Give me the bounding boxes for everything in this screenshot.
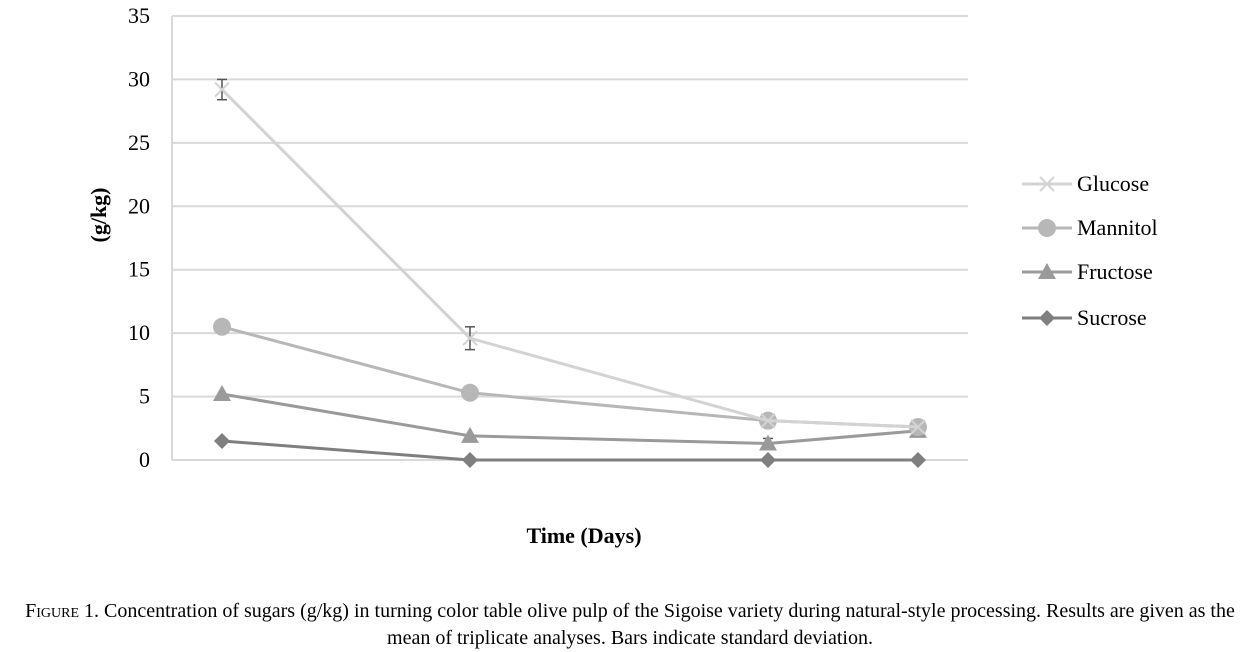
data-point-x-stroke [760,412,776,429]
y-tick-label: 0 [139,447,150,472]
y-axis-ticks: 0 5 10 15 20 25 30 35 [128,3,150,472]
y-tick-label: 30 [128,66,150,91]
data-point-x-stroke [462,330,478,346]
data-point-x-stroke [1039,176,1055,192]
series-layer [213,78,927,468]
series-line [220,88,919,429]
data-point-x [1039,176,1055,192]
y-tick-label: 25 [128,130,150,155]
series-line [221,439,918,462]
y-tick-label: 10 [128,320,150,345]
data-point-x [214,81,230,98]
x-axis-title: Time (Days) [526,523,641,548]
series-fructose [213,385,927,451]
legend-label: Fructose [1077,259,1153,284]
figure-label: Figure 1. [25,600,100,622]
data-point-diamond [1039,310,1055,326]
data-point-diamond [760,452,776,468]
series-line [221,392,919,446]
legend-label: Mannitol [1077,215,1158,240]
data-point-triangle [759,434,777,451]
gridlines [171,15,968,461]
data-point-triangle [1038,263,1056,279]
legend-item-mannitol: Mannitol [1022,215,1158,240]
series-glucose [214,78,926,435]
data-point-x [462,330,478,346]
series-sucrose [214,432,926,468]
data-point-x [760,412,776,429]
legend-label: Sucrose [1077,305,1147,330]
legend-label: Glucose [1077,171,1149,196]
legend-item-glucose: Glucose [1022,171,1149,196]
data-point-circle [1038,219,1056,237]
data-point-diamond [462,452,478,468]
data-point-x-stroke [910,419,926,435]
figure-caption: Figure 1. Concentration of sugars (g/kg)… [10,598,1250,652]
y-axis-title: (g/kg) [86,188,111,243]
figure-caption-text: Concentration of sugars (g/kg) in turnin… [99,600,1235,649]
data-point-diamond [910,452,926,468]
legend: Glucose Mannitol Fructose Sucrose [1022,171,1158,330]
y-tick-label: 15 [128,257,150,282]
data-point-triangle [213,385,231,402]
legend-item-sucrose: Sucrose [1022,305,1147,330]
y-tick-label: 35 [128,3,150,28]
data-point-circle [213,317,231,336]
data-point-triangle [461,426,479,443]
data-point-x-stroke [214,81,230,98]
y-tick-label: 5 [139,384,150,409]
y-tick-label: 20 [128,193,150,218]
data-point-x [910,419,926,435]
legend-item-fructose: Fructose [1022,259,1153,284]
series-mannitol [213,317,927,437]
sugar-concentration-chart: 0 5 10 15 20 25 30 35 (g/kg) Time (Days) Glucos… [86,3,1158,548]
data-point-circle [461,383,479,402]
data-point-diamond [214,432,230,449]
